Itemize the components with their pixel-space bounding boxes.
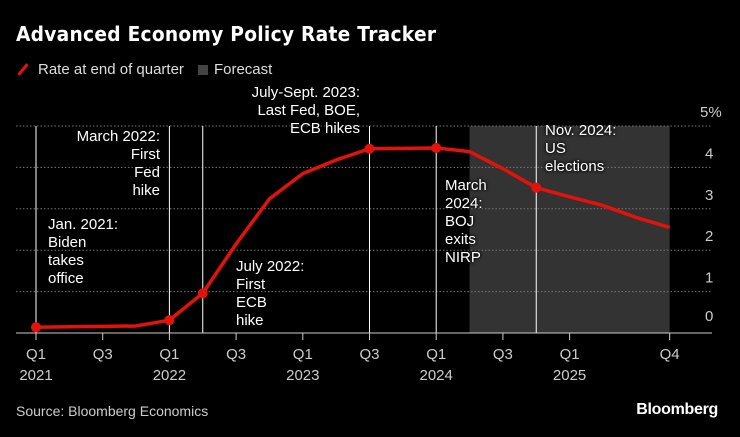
annotation-first-ecb-hike: July 2022: First ECB hike <box>236 258 305 329</box>
legend-forecast-swatch <box>197 64 208 75</box>
legend-line-label: Rate at end of quarter <box>38 61 184 78</box>
y-tick-label: 1 <box>705 270 713 287</box>
data-point-marker <box>531 182 542 193</box>
data-point-marker <box>431 142 442 153</box>
x-tick-label: Q1 <box>560 346 580 363</box>
annotation-last-hikes: July-Sept. 2023: Last Fed, BOE, ECB hike… <box>251 84 360 137</box>
x-tick-label: Q3 <box>93 346 113 363</box>
annotation-boj-exits-nirp: March 2024: BOJ exits NIRP <box>445 177 487 266</box>
x-tick-label: Q3 <box>493 346 513 363</box>
x-tick-year-label: 2024 <box>420 367 453 384</box>
x-tick-label: Q4 <box>660 346 680 363</box>
bloomberg-logo: Bloomberg <box>636 401 718 418</box>
annotation-biden: Jan. 2021: Biden takes office <box>48 216 119 287</box>
x-tick-label: Q3 <box>359 346 379 363</box>
x-tick-year-label: 2021 <box>19 367 52 384</box>
annotation-first-fed-hike: March 2022: First Fed hike <box>76 128 160 199</box>
x-tick-label: Q1 <box>159 346 179 363</box>
x-tick-year-label: 2022 <box>153 367 186 384</box>
x-tick-year-label: 2025 <box>553 367 586 384</box>
data-point-marker <box>164 315 175 326</box>
annotation-us-elections: Nov. 2024: US elections <box>545 122 617 175</box>
x-tick-label: Q1 <box>26 346 46 363</box>
legend: Rate at end of quarter Forecast <box>16 61 272 78</box>
x-tick-label: Q3 <box>226 346 246 363</box>
y-tick-label: 2 <box>705 228 713 245</box>
chart-title: Advanced Economy Policy Rate Tracker <box>16 22 437 46</box>
y-tick-label: 5% <box>700 104 722 121</box>
source-note: Source: Bloomberg Economics <box>16 403 209 419</box>
legend-forecast-label: Forecast <box>213 61 273 78</box>
x-tick-label: Q1 <box>293 346 313 363</box>
rate-line <box>35 146 671 329</box>
forecast-region <box>469 126 670 333</box>
x-tick-year-label: 2023 <box>286 367 319 384</box>
y-tick-label: 3 <box>705 187 713 204</box>
data-point-marker <box>364 143 375 154</box>
x-tick-label: Q1 <box>426 346 446 363</box>
data-point-marker <box>31 322 41 333</box>
data-point-marker <box>197 288 208 299</box>
y-tick-label: 4 <box>705 145 713 162</box>
y-tick-label: 0 <box>705 308 713 325</box>
